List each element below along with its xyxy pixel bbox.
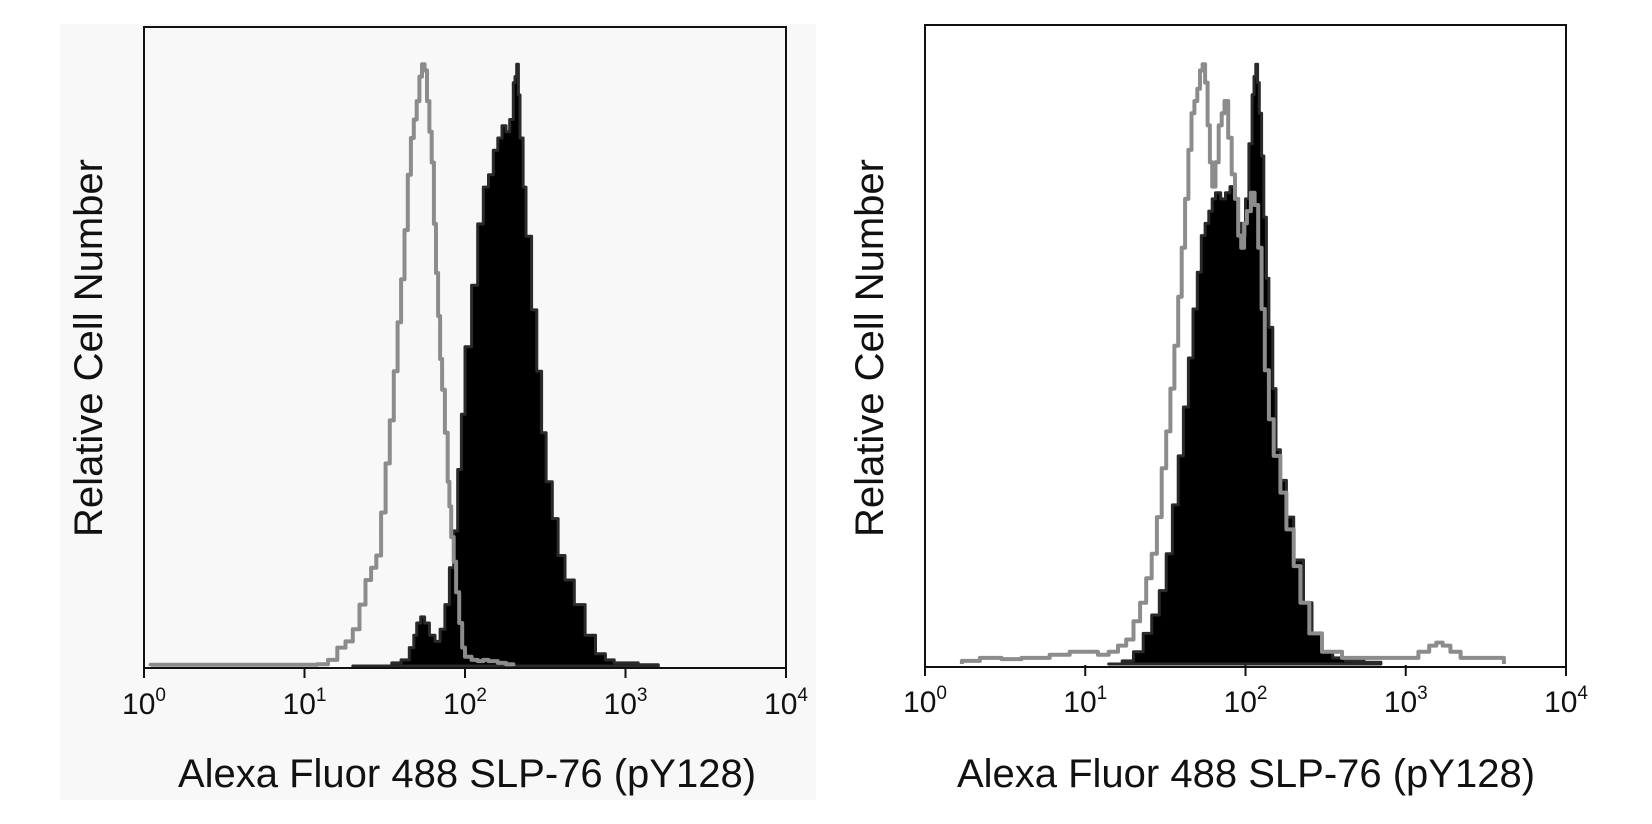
- left-series-layer: [148, 62, 660, 668]
- left-panel: 100 101 102 103 104 Relative Cell Number Ale…: [60, 24, 816, 800]
- tick-base: 10: [283, 688, 316, 721]
- right-panel: 100 101 102 103 104 Relative Cell Number Ale…: [848, 24, 1588, 796]
- tick-exponent: 3: [1417, 683, 1428, 704]
- right-x-tick-label: 100: [903, 683, 947, 719]
- tick-base: 10: [443, 688, 476, 721]
- left-y-axis-label: Relative Cell Number: [67, 159, 111, 537]
- tick-base: 10: [604, 688, 637, 721]
- right-series-layer: [959, 62, 1506, 666]
- left-x-tick-label: 102: [443, 685, 487, 721]
- left-x-ticks: 100 101 102 103 104: [122, 667, 808, 721]
- tick-exponent: 1: [316, 685, 327, 706]
- right-open-histogram: [959, 62, 1506, 664]
- right-x-tick-label: 103: [1384, 683, 1428, 719]
- tick-exponent: 4: [1577, 683, 1588, 704]
- tick-base: 10: [122, 688, 155, 721]
- right-x-ticks: 100 101 102 103 104: [903, 665, 1588, 719]
- tick-exponent: 0: [936, 683, 947, 704]
- tick-exponent: 4: [797, 685, 808, 706]
- tick-exponent: 0: [155, 685, 166, 706]
- right-x-axis-label: Alexa Fluor 488 SLP-76 (pY128): [957, 752, 1535, 796]
- right-y-axis-label: Relative Cell Number: [848, 159, 892, 537]
- right-filled-histogram: [1107, 62, 1383, 666]
- tick-base: 10: [764, 688, 797, 721]
- left-x-tick-label: 103: [604, 685, 648, 721]
- tick-base: 10: [1384, 686, 1417, 719]
- left-plot-area: 100 101 102 103 104: [122, 26, 808, 721]
- left-panel-background: [60, 24, 816, 800]
- right-plot-area: 100 101 102 103 104: [903, 24, 1588, 719]
- right-x-tick-label: 104: [1544, 683, 1588, 719]
- tick-base: 10: [1063, 686, 1096, 719]
- tick-base: 10: [1224, 686, 1257, 719]
- right-x-tick-label: 102: [1224, 683, 1268, 719]
- left-x-tick-label: 100: [122, 685, 166, 721]
- tick-exponent: 3: [637, 685, 648, 706]
- tick-base: 10: [903, 686, 936, 719]
- tick-base: 10: [1544, 686, 1577, 719]
- left-open-histogram: [148, 62, 516, 667]
- left-filled-histogram: [351, 62, 660, 668]
- tick-exponent: 2: [476, 685, 487, 706]
- tick-exponent: 2: [1257, 683, 1268, 704]
- tick-exponent: 1: [1097, 683, 1108, 704]
- left-x-tick-label: 101: [283, 685, 327, 721]
- right-x-tick-label: 101: [1063, 683, 1107, 719]
- left-x-axis-label: Alexa Fluor 488 SLP-76 (pY128): [178, 752, 756, 796]
- left-x-tick-label: 104: [764, 685, 808, 721]
